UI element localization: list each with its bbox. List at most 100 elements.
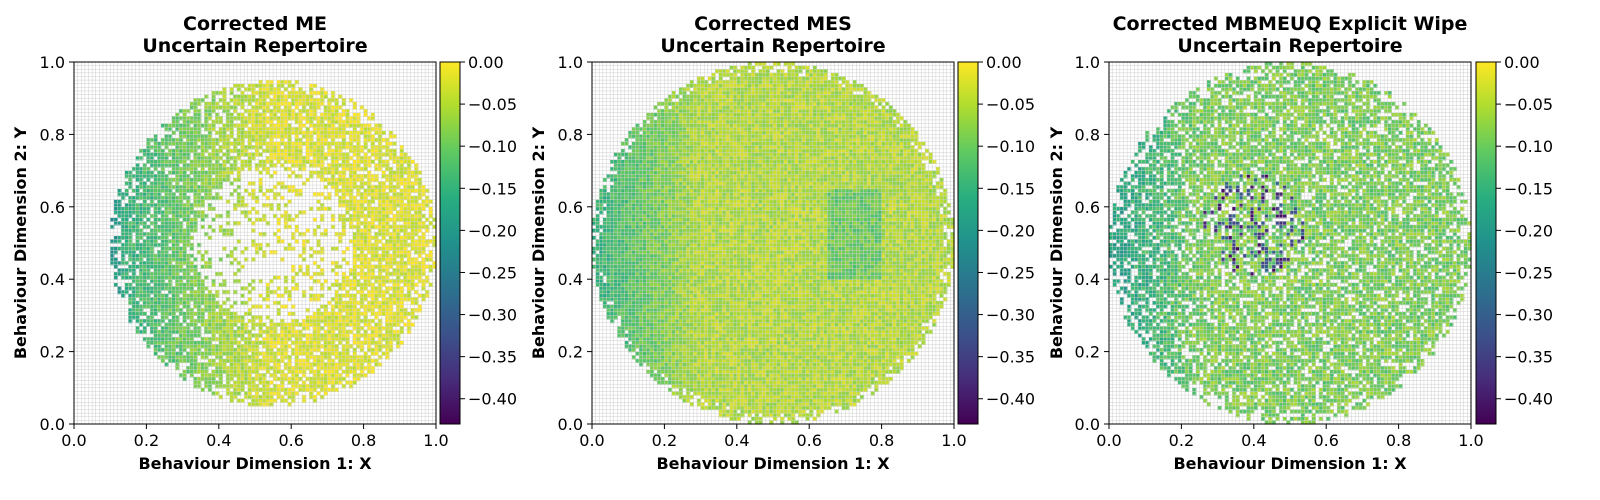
heatmap-cell — [255, 246, 260, 251]
heatmap-cell — [160, 188, 166, 193]
heatmap-cell — [265, 398, 271, 403]
heatmap-cell — [265, 141, 271, 146]
heatmap-cell — [280, 322, 285, 327]
heatmap-cell — [175, 329, 180, 335]
heatmap-cell — [244, 344, 249, 349]
heatmap-cell — [251, 109, 256, 114]
heatmap-cell — [153, 297, 158, 302]
heatmap-cell — [171, 326, 176, 331]
heatmap-cell — [164, 355, 169, 360]
heatmap-cell — [193, 163, 198, 168]
heatmap-cell — [229, 141, 234, 146]
heatmap-cell — [146, 217, 151, 222]
heatmap-cell — [189, 138, 195, 143]
heatmap-cell — [204, 105, 209, 110]
heatmap-cell — [139, 304, 144, 309]
heatmap-cell — [273, 112, 278, 117]
heatmap-cell — [193, 290, 198, 295]
heatmap-cell — [207, 344, 213, 349]
heatmap-cell — [273, 105, 278, 110]
heatmap-cell — [276, 235, 281, 240]
heatmap-cell — [233, 337, 238, 342]
heatmap-cell — [146, 250, 151, 255]
heatmap-cell — [193, 380, 198, 385]
heatmap-cell — [236, 195, 242, 201]
heatmap-cell — [287, 380, 292, 385]
heatmap-cell — [142, 261, 147, 266]
heatmap-cell — [178, 257, 184, 262]
heatmap-cell — [157, 319, 162, 324]
heatmap-cell — [240, 264, 245, 269]
heatmap-cell — [244, 214, 249, 219]
heatmap-cell — [207, 203, 213, 208]
heatmap-cell — [276, 351, 281, 356]
heatmap-cell — [265, 127, 271, 132]
heatmap-cell — [283, 362, 289, 367]
heatmap-cell — [226, 109, 231, 114]
heatmap-cell — [142, 250, 147, 255]
heatmap-cell — [233, 109, 238, 114]
heatmap-cell — [265, 402, 271, 407]
heatmap-cell — [255, 116, 260, 121]
heatmap-cell — [200, 203, 205, 208]
heatmap-cell — [204, 384, 209, 389]
heatmap-cell — [218, 148, 224, 154]
heatmap-cell — [258, 134, 263, 139]
heatmap-cell — [258, 112, 263, 117]
heatmap-cell — [186, 210, 191, 215]
heatmap-cell — [168, 185, 173, 190]
heatmap-cell — [189, 163, 195, 168]
heatmap-cell — [233, 105, 238, 110]
heatmap-cell — [236, 268, 242, 273]
heatmap-cell — [131, 261, 137, 266]
heatmap-cell — [215, 271, 220, 277]
heatmap-cell — [207, 141, 213, 146]
heatmap-cell — [186, 279, 191, 284]
heatmap-cell — [236, 362, 242, 367]
heatmap-cell — [197, 290, 202, 295]
heatmap-cell — [233, 138, 238, 143]
heatmap-cell — [160, 311, 166, 316]
heatmap-cell — [240, 148, 245, 154]
heatmap-cell — [229, 228, 234, 233]
heatmap-cell — [153, 141, 158, 146]
heatmap-cell — [269, 319, 274, 324]
heatmap-cell — [207, 130, 213, 135]
heatmap-cell — [160, 199, 166, 204]
heatmap-cell — [117, 188, 122, 193]
heatmap-cell — [124, 246, 129, 251]
heatmap-cell — [164, 206, 169, 212]
heatmap-cell — [171, 130, 176, 135]
heatmap-cell — [168, 224, 173, 230]
heatmap-cell — [146, 253, 151, 259]
heatmap-cell — [150, 315, 155, 320]
heatmap-cell — [251, 134, 256, 139]
heatmap-cell — [200, 351, 205, 356]
heatmap-cell — [258, 130, 263, 135]
heatmap-cell — [153, 275, 158, 280]
heatmap-cell — [276, 337, 281, 342]
heatmap-cell — [171, 340, 176, 345]
heatmap-cell — [276, 141, 281, 146]
heatmap-cell — [265, 290, 271, 295]
heatmap-cell — [269, 329, 274, 335]
heatmap-cell — [273, 387, 278, 393]
heatmap-cell — [142, 224, 147, 230]
heatmap-cell — [258, 185, 263, 190]
heatmap-cell — [164, 297, 169, 302]
heatmap-cell — [229, 369, 234, 374]
heatmap-cell — [255, 395, 260, 400]
heatmap-cell — [269, 387, 274, 393]
heatmap-cell — [128, 282, 133, 288]
heatmap-cell — [164, 163, 169, 168]
heatmap-cell — [280, 112, 285, 117]
heatmap-cell — [153, 214, 158, 219]
heatmap-cell — [204, 138, 209, 143]
heatmap-cell — [164, 261, 169, 266]
heatmap-cell — [153, 286, 158, 291]
heatmap-cell — [186, 199, 191, 204]
heatmap-cell — [247, 311, 252, 316]
heatmap-cell — [121, 246, 126, 251]
heatmap-cell — [283, 166, 289, 172]
heatmap-cell — [273, 384, 278, 389]
